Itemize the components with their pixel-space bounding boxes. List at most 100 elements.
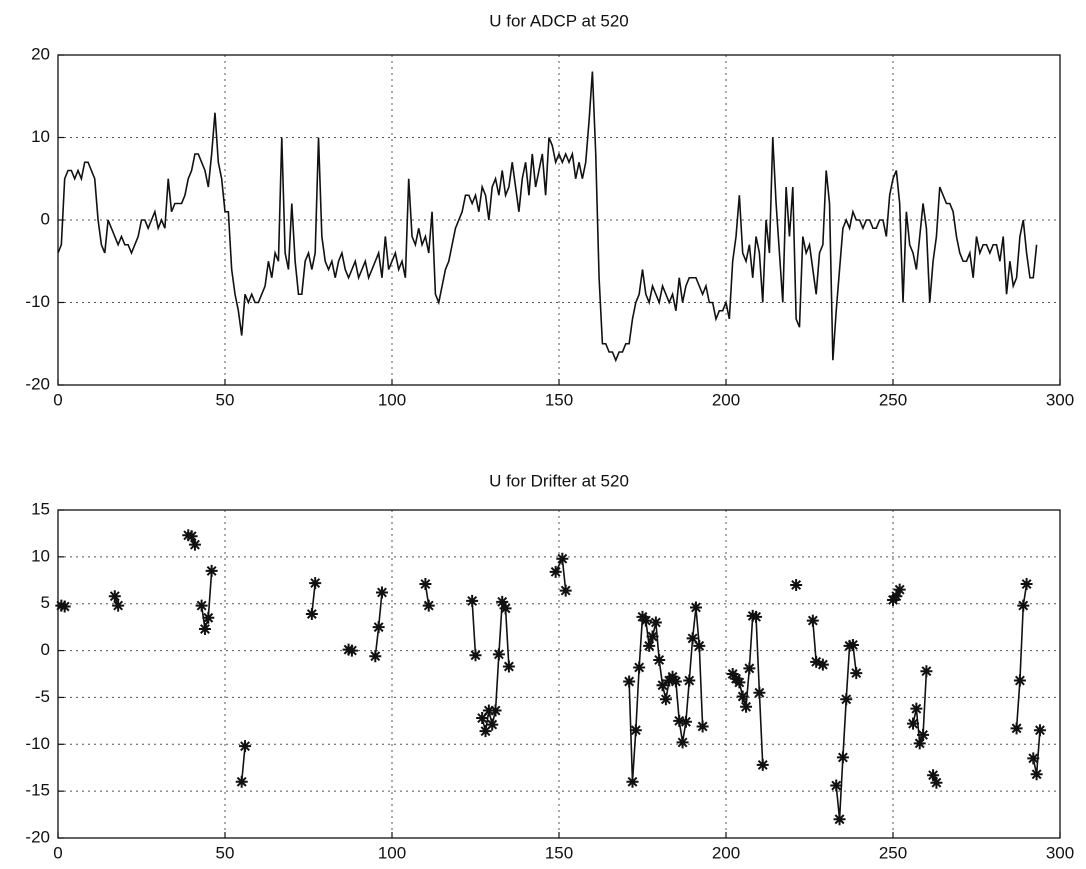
data-line <box>57 71 1038 363</box>
data-point <box>917 728 930 741</box>
data-point <box>422 599 435 612</box>
x-tick-label: 50 <box>216 390 235 409</box>
data-point <box>1017 599 1030 612</box>
data-point <box>646 630 659 643</box>
data-point <box>833 813 846 826</box>
data-point <box>482 704 495 717</box>
data-point <box>816 658 829 671</box>
data-point <box>913 737 926 750</box>
x-tick-label: 0 <box>53 390 62 409</box>
data-point <box>750 610 763 623</box>
data-point <box>643 639 656 652</box>
data-point <box>743 662 756 675</box>
x-tick-label: 0 <box>53 843 62 862</box>
y-tick-label: -20 <box>25 374 50 393</box>
data-point <box>556 552 569 565</box>
y-tick-label: -5 <box>35 687 50 706</box>
data-point <box>629 724 642 737</box>
data-point <box>345 644 358 657</box>
x-tick-label: 250 <box>879 390 907 409</box>
x-tick-label: 50 <box>216 843 235 862</box>
y-tick-label: 10 <box>31 127 50 146</box>
data-point <box>112 599 125 612</box>
data-point <box>476 712 489 725</box>
chart-title: U for ADCP at 520 <box>489 11 629 30</box>
data-point <box>195 599 208 612</box>
data-point <box>419 578 432 591</box>
data-point <box>649 616 662 629</box>
data-point <box>756 758 769 771</box>
data-point <box>840 693 853 706</box>
data-point <box>639 614 652 627</box>
data-point <box>486 718 499 731</box>
y-tick-label: 20 <box>31 44 50 63</box>
x-tick-label: 100 <box>378 390 406 409</box>
data-point <box>836 751 849 764</box>
x-tick-label: 200 <box>712 843 740 862</box>
data-point <box>893 583 906 596</box>
data-point <box>806 614 819 627</box>
data-point <box>185 530 198 543</box>
data-point <box>689 601 702 614</box>
data-point <box>626 775 639 788</box>
data-point <box>375 586 388 599</box>
x-tick-label: 150 <box>545 843 573 862</box>
data-point <box>850 667 863 680</box>
data-point <box>890 590 903 603</box>
data-point <box>693 639 706 652</box>
data-point <box>676 736 689 749</box>
data-point <box>753 686 766 699</box>
data-point <box>1020 578 1033 591</box>
chart-title: U for Drifter at 520 <box>489 471 629 490</box>
data-point <box>202 611 215 624</box>
data-point <box>633 661 646 674</box>
x-tick-label: 250 <box>879 843 907 862</box>
plot-frame <box>57 509 1061 839</box>
data-point <box>656 679 669 692</box>
y-tick-label: -15 <box>25 781 50 800</box>
x-tick-label: 100 <box>378 843 406 862</box>
data-point <box>309 577 322 590</box>
plot-frame <box>57 54 1061 386</box>
y-tick-label: 15 <box>31 499 50 518</box>
data-point <box>686 632 699 645</box>
y-tick-label: 0 <box>41 640 50 659</box>
data-point <box>696 720 709 733</box>
data-point <box>679 715 692 728</box>
data-point <box>188 538 201 551</box>
data-point <box>369 650 382 663</box>
data-point <box>810 655 823 668</box>
x-tick-label: 300 <box>1046 843 1074 862</box>
x-tick-label: 300 <box>1046 390 1074 409</box>
data-point <box>1010 722 1023 735</box>
data-point <box>496 595 509 608</box>
data-point <box>372 621 385 634</box>
data-point <box>1030 768 1043 781</box>
data-point <box>623 675 636 688</box>
y-tick-label: -10 <box>25 292 50 311</box>
data-point <box>733 676 746 689</box>
x-tick-label: 150 <box>545 390 573 409</box>
data-point <box>846 638 859 651</box>
data-point <box>549 565 562 578</box>
data-point <box>683 674 696 687</box>
data-point <box>669 675 682 688</box>
data-point <box>653 653 666 666</box>
data-point <box>930 776 943 789</box>
y-tick-label: -20 <box>25 827 50 846</box>
data-point <box>659 693 672 706</box>
data-point <box>907 717 920 730</box>
data-point <box>235 775 248 788</box>
data-point <box>489 704 502 717</box>
data-point <box>910 702 923 715</box>
data-point <box>479 725 492 738</box>
data-point <box>1013 674 1026 687</box>
data-point <box>499 602 512 615</box>
y-tick-label: 10 <box>31 546 50 565</box>
data-point <box>740 700 753 713</box>
data-point <box>920 665 933 678</box>
data-point <box>1027 752 1040 765</box>
data-point <box>108 590 121 603</box>
data-point <box>830 779 843 792</box>
